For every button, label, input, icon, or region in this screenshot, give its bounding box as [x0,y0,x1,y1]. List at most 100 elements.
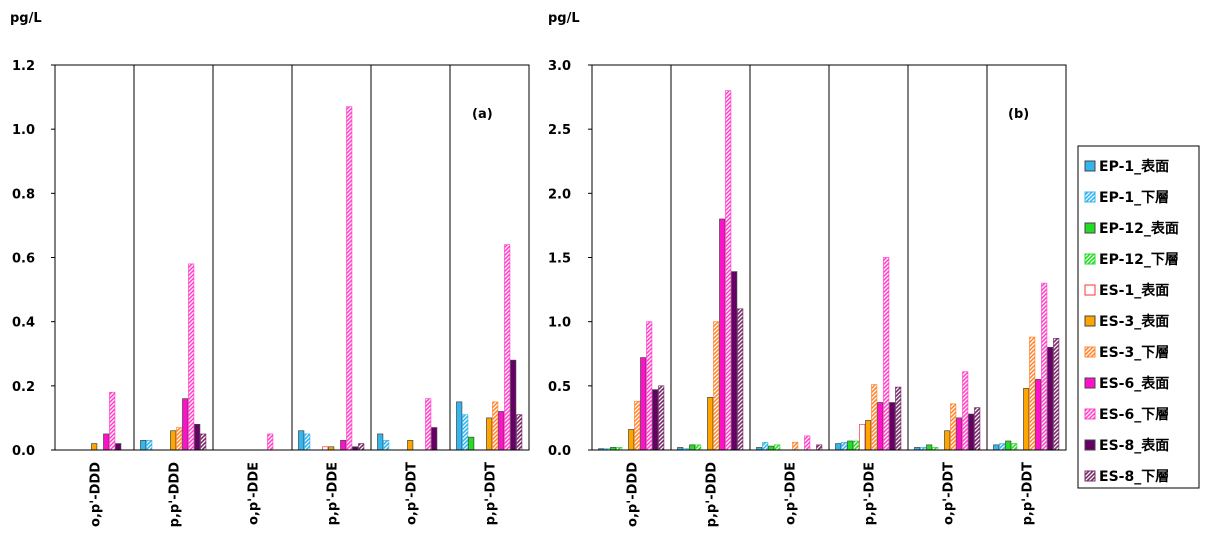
chart-b-category-label: o,p'-DDD [626,462,641,527]
legend-label: ES-8_下層 [1099,469,1169,485]
chart-b-bar [853,440,860,451]
chart-b-ytick-label: 1.0 [548,316,571,331]
chart-b-bar [889,402,896,451]
legend-swatch [1084,253,1096,265]
chart-a-bar [346,106,353,451]
chart-a-bar [456,401,463,451]
chart-a-ytick-label: 0.8 [12,187,35,202]
legend-swatch [1084,191,1096,203]
chart-a-bar [468,436,475,451]
chart-a: pg/L 0.0 0.2 0.4 0.6 0.8 1.0 1.2 o,p'-DDD p,p'-… [10,11,530,527]
chart-b-ytick-label: 2.0 [548,187,571,202]
chart-a-bar [91,443,98,451]
chart-b-bar [871,384,878,451]
chart-b-bar [804,435,811,451]
legend-label: ES-3_表面 [1099,313,1169,330]
chart-a-bar [115,443,122,451]
chart-b-bar [956,417,963,451]
legend-swatch [1084,346,1096,358]
chart-b-bar [1029,336,1036,451]
chart-a-unit-label: pg/L [10,11,42,26]
chart-a-bar [425,398,432,451]
legend-label: ES-6_表面 [1099,375,1169,392]
chart-a-category-label: o,p'-DDE [247,462,262,525]
chart-b-bar [926,444,933,451]
chart-b-bar [634,400,641,451]
chart-b-bar [1041,282,1048,451]
chart-b-bar [713,321,720,451]
chart-b-bar [883,257,890,451]
chart-b-bar [1023,388,1030,451]
chart-b-bar [731,271,738,451]
chart-a-bar [109,391,116,451]
chart-a-ytick-label: 0.2 [12,380,35,395]
chart-b-unit-label: pg/L [548,11,580,26]
chart-b-category-label: p,p'-DDT [1021,462,1036,526]
chart-a-bar [377,433,384,451]
chart-b-ytick-label: 0.0 [548,444,571,459]
chart-b-bar [1011,443,1018,451]
chart-a-bar [407,440,414,451]
chart-b-bar [865,420,872,451]
chart-a-bar [103,433,110,451]
chart-b-bar [999,443,1006,451]
chart-a-bar [188,263,195,451]
chart-b-category-label: p,p'-DDE [863,462,878,525]
legend-swatch [1084,160,1096,172]
chart-b-bar [1047,346,1054,451]
chart-b-bar [1053,338,1060,451]
chart-a-bar [516,414,523,451]
chart-b-bar [768,445,775,451]
chart-b-ytick-label: 0.5 [548,380,571,395]
legend-swatch [1084,470,1096,482]
chart-b-bar [695,444,702,451]
legend-label: EP-12_表面 [1099,220,1179,237]
chart-b-bar [993,444,1000,451]
chart-a-ytick-label: 0.4 [12,316,35,331]
legend-swatch [1084,315,1096,327]
chart-b-ytick-label: 2.5 [548,123,571,138]
chart-a-bar [304,433,311,451]
chart-a-bar [170,430,177,451]
chart-a-bar [340,440,347,451]
chart-b-bar [847,440,854,451]
legend-label: EP-1_下層 [1099,190,1169,206]
chart-b-bar [658,385,665,451]
chart-b-bar [877,402,884,451]
chart-b-category-label: o,p'-DDT [942,462,957,525]
chart-b-bar [816,444,823,451]
chart-b: pg/L 0.0 0.5 1.0 1.5 2.0 2.5 3.0 o,p'-DDD p,p'-… [548,11,1067,527]
chart-a-bar [431,427,438,451]
legend-label: ES-1_表面 [1099,282,1169,299]
chart-a-bar [504,244,511,451]
chart-b-bar [1035,379,1042,451]
chart-b-bar [974,407,981,451]
chart-b-bar [689,444,696,451]
chart-b-bar [859,423,866,451]
chart-b-bar [835,443,842,451]
chart-a-category-label: p,p'-DDE [326,462,341,525]
chart-a-bar [194,423,201,451]
chart-b-bar [895,386,902,451]
chart-a-bar [176,427,183,451]
chart-a-bar [200,433,207,451]
legend-swatch [1084,439,1096,451]
legend-swatch [1084,284,1096,296]
chart-a-category-label: p,p'-DDT [484,462,499,526]
chart-b-bar [774,444,781,451]
chart-b-bar [725,90,732,451]
chart-a-ytick-label: 1.0 [12,123,35,138]
chart-a-ytick-label: 1.2 [12,59,35,74]
chart-a-bar [462,414,469,451]
chart-a-bar [492,401,499,451]
chart-b-bar [962,371,969,451]
chart-a-category-label: o,p'-DDT [405,462,420,525]
chart-b-bar [762,441,769,451]
chart-b-bar [1005,440,1012,451]
chart-b-bar [628,429,635,451]
chart-b-bar [707,397,714,451]
chart-a-bar [510,359,517,451]
legend-label: EP-12_下層 [1099,252,1179,268]
chart-a-ytick-label: 0.0 [12,444,35,459]
